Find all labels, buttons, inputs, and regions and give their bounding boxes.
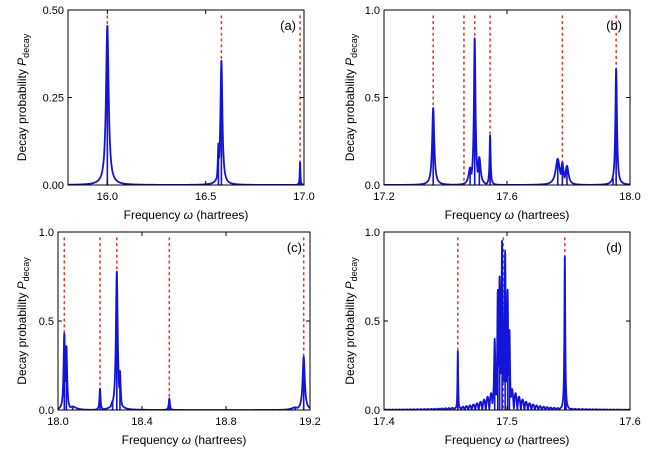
x-tick-label: 17.6 <box>496 191 517 203</box>
y-tick-label: 1.0 <box>39 227 54 239</box>
chart-panel-4: 17.4 17.5 17.6 0.0 0.5 1.0 (d) Frequency ω (har… <box>343 227 641 447</box>
y-tick-label: 1.0 <box>365 5 380 17</box>
x-tick-label: 18.4 <box>131 416 152 428</box>
panel-label: (b) <box>606 18 622 33</box>
x-tick-label: 18.8 <box>215 416 236 428</box>
x-axis-label: Frequency ω (hartrees) <box>124 208 249 222</box>
chart-panel-3: 18.0 18.4 18.8 19.2 0.0 0.5 1.0 (c) Frequency ω … <box>15 227 321 447</box>
y-tick-label: 0.5 <box>365 316 380 328</box>
x-tick-label: 18.0 <box>619 191 640 203</box>
chart-panel-1: 16.0 16.5 17.0 0.00 0.25 0.50 (a) Frequency ω (… <box>15 5 315 222</box>
x-axis-label: Frequency ω (hartrees) <box>445 433 570 447</box>
x-tick-label: 17.0 <box>293 191 314 203</box>
y-tick-label: 0.5 <box>39 316 54 328</box>
y-axis-label: Decay probability Pdecay <box>15 33 31 161</box>
panel-label: (d) <box>606 240 622 255</box>
x-tick-label: 18.0 <box>47 416 68 428</box>
y-tick-label: 0.50 <box>43 5 64 17</box>
x-tick-label: 17.6 <box>619 416 640 428</box>
y-tick-label: 0.0 <box>365 180 380 192</box>
y-tick-label: 1.0 <box>365 227 380 239</box>
panel-label: (c) <box>287 240 302 255</box>
y-tick-label: 0.5 <box>365 93 380 105</box>
x-tick-label: 17.2 <box>373 191 394 203</box>
y-tick-label: 0.25 <box>43 93 64 105</box>
x-axis-label: Frequency ω (hartrees) <box>445 208 570 222</box>
x-tick-label: 17.4 <box>373 416 394 428</box>
x-tick-label: 19.2 <box>299 416 320 428</box>
x-tick-label: 16.0 <box>97 191 118 203</box>
plot-frame <box>57 231 311 411</box>
data-series-line <box>68 25 304 185</box>
x-tick-label: 17.5 <box>496 416 517 428</box>
y-axis-label: Decay probability Pdecay <box>15 257 31 385</box>
data-series-line <box>384 37 630 185</box>
y-tick-label: 0.0 <box>39 405 54 417</box>
x-tick-label: 16.5 <box>195 191 216 203</box>
x-axis-label: Frequency ω (hartrees) <box>122 433 247 447</box>
data-series-line <box>58 270 310 410</box>
y-tick-label: 0.00 <box>43 180 64 192</box>
y-tick-label: 0.0 <box>365 405 380 417</box>
plot-frame <box>383 9 631 186</box>
y-axis-label: Decay probability Pdecay <box>343 257 359 385</box>
y-axis-label: Decay probability Pdecay <box>343 33 359 161</box>
chart-panel-2: 17.2 17.6 18.0 0.0 0.5 1.0 (b) Frequency ω (har… <box>343 5 641 222</box>
panel-label: (a) <box>280 18 296 33</box>
